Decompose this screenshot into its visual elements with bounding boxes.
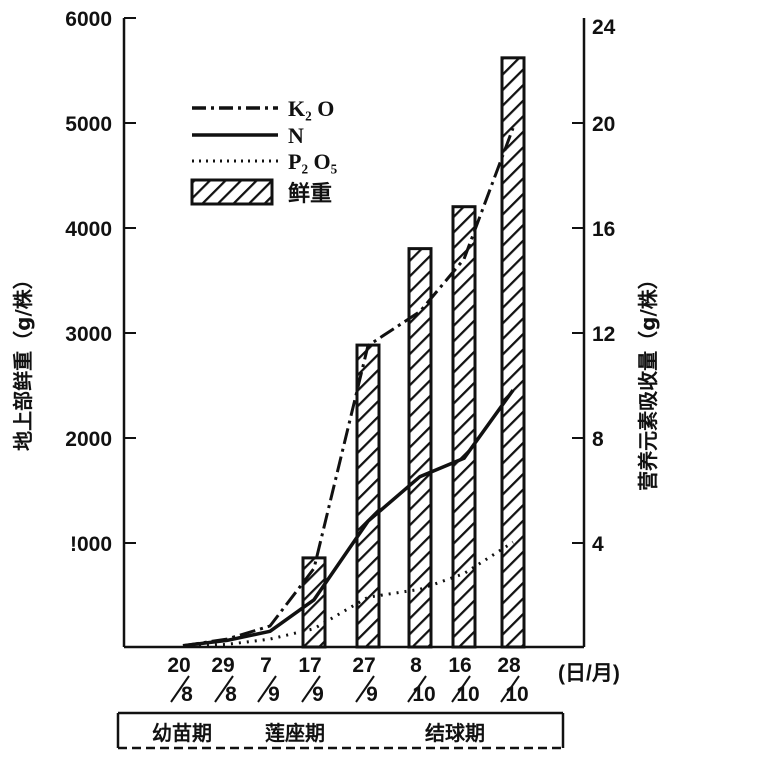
fresh-weight-bar-1 <box>355 343 381 649</box>
x-tick-slash <box>214 675 234 703</box>
x-tick-day: 20 <box>167 654 190 677</box>
right-tick-label: 16 <box>592 218 615 241</box>
left-tick-label: 2000 <box>65 428 112 451</box>
x-tick-month: 8 <box>181 683 193 706</box>
legend: K₂ O N P₂ O₅ 鲜重 <box>190 96 338 207</box>
x-tick-month: 8 <box>225 683 237 706</box>
x-tick-day: 8 <box>410 654 422 677</box>
left-tick-label: 5000 <box>65 113 112 136</box>
right-tick-label: 24 <box>592 16 616 39</box>
x-tick-day: 29 <box>211 654 234 677</box>
nutrient-lines <box>182 127 515 648</box>
x-tick-slash <box>301 675 321 703</box>
left-tick-label: 6000 <box>65 8 112 31</box>
stage-rosette-label: 莲座期 <box>265 721 325 745</box>
legend-n-label: N <box>288 123 304 148</box>
left-tick-label: !000 <box>70 533 112 556</box>
series-line-1 <box>182 389 515 648</box>
x-tick-day: 17 <box>298 654 321 677</box>
x-tick-day: 27 <box>352 654 375 677</box>
x-tick-month: 9 <box>366 683 378 706</box>
x-tick-slash <box>451 675 471 703</box>
x-tick-slash <box>170 675 190 703</box>
legend-p2o5-label: P₂ O₅ <box>288 149 338 174</box>
fresh-weight-bar-0 <box>301 556 327 649</box>
series-line-0 <box>182 127 515 648</box>
stage-heading-label: 结球期 <box>425 721 485 745</box>
growth-stage-bracket: 幼苗期 莲座期 结球期 <box>116 711 565 750</box>
left-tick-label: 3000 <box>65 323 112 346</box>
right-tick-label: 8 <box>592 428 604 451</box>
right-tick-label: 20 <box>592 113 615 136</box>
x-tick-day: 28 <box>497 654 521 677</box>
fresh-weight-bars <box>301 56 526 649</box>
stage-seedling-label: 幼苗期 <box>152 721 212 745</box>
left-axis-title: 地上部鲜重（g/株） <box>11 269 35 451</box>
legend-bar-swatch <box>190 178 274 206</box>
right-tick-label: 12 <box>592 323 615 346</box>
right-axis-title: 营养元素吸收量（g/株） <box>636 269 660 491</box>
x-tick-slash <box>500 675 520 703</box>
left-y-ticks: 6000 5000 4000 3000 2000 !000 <box>65 8 136 556</box>
legend-bar-label: 鲜重 <box>288 182 332 207</box>
x-tick-slash <box>257 675 277 703</box>
x-tick-month: 10 <box>505 683 528 706</box>
left-tick-label: 4000 <box>65 218 112 241</box>
x-tick-month: 10 <box>412 683 435 706</box>
x-tick-month: 9 <box>268 683 280 706</box>
right-y-ticks: 24 20 16 12 8 4 <box>572 16 616 556</box>
right-tick-label: 4 <box>592 533 604 556</box>
x-tick-slash <box>407 675 427 703</box>
x-tick-month: 10 <box>456 683 479 706</box>
x-tick-day: 16 <box>448 654 471 677</box>
x-unit-label: (日/月) <box>558 662 620 685</box>
x-tick-month: 9 <box>312 683 324 706</box>
x-tick-slash <box>355 675 375 703</box>
fresh-weight-bar-3 <box>451 205 477 649</box>
fresh-weight-bar-4 <box>500 56 526 649</box>
x-tick-day: 7 <box>260 654 272 677</box>
fresh-weight-bar-2 <box>407 247 433 649</box>
legend-k2o-label: K₂ O <box>288 96 334 121</box>
